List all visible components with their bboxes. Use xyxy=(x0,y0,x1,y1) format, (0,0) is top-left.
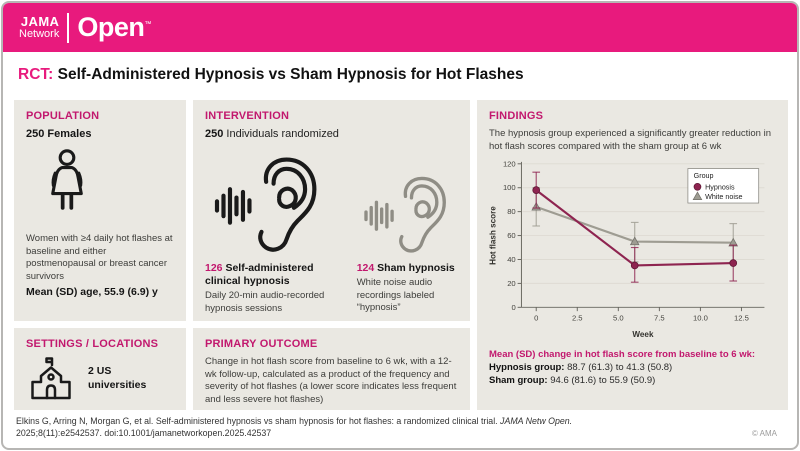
population-description: Women with ≥4 daily hot flashes at basel… xyxy=(26,233,173,282)
svg-text:10.0: 10.0 xyxy=(693,314,708,323)
citation-line1: Elkins G, Arring N, Morgan G, et al. Sel… xyxy=(16,416,573,426)
intervention-count-line: 250 Individuals randomized xyxy=(205,128,458,140)
logo-network-text: Network xyxy=(19,28,60,40)
intervention-count: 250 xyxy=(205,128,224,140)
svg-text:2.5: 2.5 xyxy=(572,314,583,323)
sham-arm-title: 124 Sham hypnosis xyxy=(356,262,455,274)
population-mean-age: Mean (SD) age, 55.9 (6.9) y xyxy=(26,286,158,299)
findings-header: FINDINGS xyxy=(489,110,544,122)
woman-icon xyxy=(51,149,83,210)
logo-divider xyxy=(67,12,70,43)
logo-open-text: Open™ xyxy=(77,12,151,42)
intervention-count-rest: Individuals randomized xyxy=(223,128,339,140)
svg-text:40: 40 xyxy=(507,255,516,264)
svg-text:100: 100 xyxy=(503,183,516,192)
title-row: RCT: Self-Administered Hypnosis vs Sham … xyxy=(3,52,797,98)
sham-result: Sham group: 94.6 (81.6) to 55.9 (50.9) xyxy=(489,374,656,386)
intervention-header: INTERVENTION xyxy=(205,110,290,122)
primary-outcome-description: Change in hot flash score from baseline … xyxy=(205,356,457,405)
hypnosis-arm-title: 126 Self-administered clinical hypnosis xyxy=(205,262,314,288)
svg-text:80: 80 xyxy=(507,207,516,216)
sham-arm-count: 124 xyxy=(356,262,375,274)
population-panel: POPULATION 250 Females Women with ≥4 dai… xyxy=(14,100,186,321)
hypnosis-arm-description: Daily 20-min audio-recorded hypnosis ses… xyxy=(205,290,325,314)
results-heading: Mean (SD) change in hot flash score from… xyxy=(489,349,756,361)
findings-panel: FINDINGS The hypnosis group experienced … xyxy=(477,100,788,410)
sham-arm-description: White noise audio recordings labeled “hy… xyxy=(356,277,435,314)
svg-text:0: 0 xyxy=(534,314,538,323)
svg-text:Hot flash score: Hot flash score xyxy=(489,206,498,265)
logo-stack: JAMA Network xyxy=(19,15,59,40)
svg-text:60: 60 xyxy=(507,231,516,240)
intervention-panel: INTERVENTION 250 Individuals randomized xyxy=(193,100,470,321)
jama-network-open-logo[interactable]: JAMA Network Open™ xyxy=(19,12,151,43)
settings-panel: SETTINGS / LOCATIONS 2 US universities xyxy=(14,328,186,410)
brand-bar: JAMA Network Open™ xyxy=(3,3,797,52)
primary-outcome-panel: PRIMARY OUTCOME Change in hot flash scor… xyxy=(193,328,470,410)
chart-container: 0 20 40 60 80 100 120 0 2.5 5.0 7.5 10.0 12.5 Week Hot… xyxy=(487,156,776,345)
hypnosis-arm-count: 126 xyxy=(205,262,223,274)
findings-chart: 0 20 40 60 80 100 120 0 2.5 5.0 7.5 10.0 12.5 Week Hot… xyxy=(489,159,765,339)
svg-text:120: 120 xyxy=(503,159,516,168)
hypnosis-result: Hypnosis group: 88.7 (61.3) to 41.3 (50.… xyxy=(489,362,673,374)
logo-jama-text: JAMA xyxy=(20,14,60,29)
sham-arm: 124 Sham hypnosis White noise audio reco… xyxy=(357,150,458,315)
ama-copyright: © AMA xyxy=(751,429,777,438)
svg-text:Hypnosis: Hypnosis xyxy=(705,183,735,191)
intervention-arms: 126 Self-administered clinical hypnosis … xyxy=(205,150,458,315)
trademark-symbol: ™ xyxy=(144,21,151,28)
svg-text:7.5: 7.5 xyxy=(654,314,665,323)
settings-header: SETTINGS / LOCATIONS xyxy=(26,338,159,350)
journal-name: JAMA Netw Open. xyxy=(500,416,573,426)
primary-outcome-header: PRIMARY OUTCOME xyxy=(205,338,318,350)
rct-tag: RCT: xyxy=(18,66,54,83)
svg-text:12.5: 12.5 xyxy=(734,314,749,323)
school-icon xyxy=(31,357,71,400)
page-title: RCT: Self-Administered Hypnosis vs Sham … xyxy=(18,66,524,84)
citation-line2: 2025;8(11):e2542537. doi:10.1001/jamanet… xyxy=(16,428,272,439)
findings-results: Mean (SD) change in hot flash score from… xyxy=(489,349,776,388)
svg-text:White noise: White noise xyxy=(705,193,742,201)
ear-audio-icon-gray xyxy=(364,176,446,253)
svg-text:Group: Group xyxy=(694,172,714,180)
findings-summary: The hypnosis group experienced a signifi… xyxy=(489,128,771,152)
population-header: POPULATION xyxy=(26,110,100,122)
ear-audio-icon xyxy=(214,157,317,252)
citation: Elkins G, Arring N, Morgan G, et al. Sel… xyxy=(16,415,736,440)
svg-text:20: 20 xyxy=(507,279,516,288)
settings-value: 2 US universities xyxy=(88,365,147,391)
hypnosis-arm: 126 Self-administered clinical hypnosis … xyxy=(205,150,341,315)
svg-text:5.0: 5.0 xyxy=(613,314,624,323)
svg-text:0: 0 xyxy=(511,303,515,312)
title-text: Self-Administered Hypnosis vs Sham Hypno… xyxy=(57,66,524,83)
svg-text:Week: Week xyxy=(632,330,654,339)
population-count: 250 Females xyxy=(26,128,92,140)
